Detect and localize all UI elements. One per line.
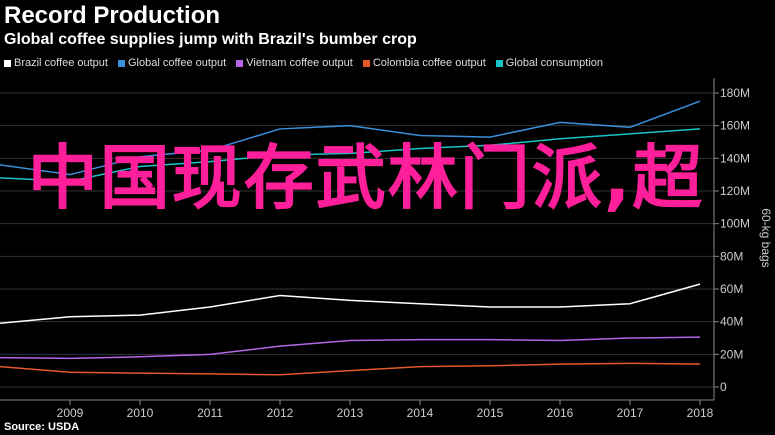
chart-title: Record Production <box>4 2 221 29</box>
legend-swatch <box>236 59 244 67</box>
legend-item: Colombia coffee output <box>362 57 486 69</box>
y-tick-label: 20M <box>720 347 743 361</box>
x-tick-label: 2017 <box>617 406 644 420</box>
series-line-global-coffee-output <box>0 100 701 176</box>
y-tick-label: 100M <box>720 217 750 231</box>
legend-label: Global coffee output <box>127 57 227 69</box>
legend-swatch <box>117 59 125 67</box>
x-tick-label: 2014 <box>407 406 434 420</box>
y-axis-label: 60-kg bags <box>759 208 773 267</box>
x-tick-label: 2012 <box>267 406 294 420</box>
y-tick-label: 80M <box>720 249 743 263</box>
y-tick-label: 160M <box>720 119 750 133</box>
legend-swatch <box>495 59 503 67</box>
x-tick-label: 2010 <box>127 406 154 420</box>
series-line-vietnam-coffee-output <box>0 336 701 360</box>
x-tick-label: 2009 <box>57 406 84 420</box>
legend-swatch <box>362 59 370 67</box>
series-line-brazil-coffee-output <box>0 283 701 325</box>
source-note: Source: USDA <box>4 421 80 433</box>
series-line-global-consumption <box>0 128 701 182</box>
y-tick-label: 140M <box>720 151 750 165</box>
x-tick-label: 2015 <box>477 406 504 420</box>
legend-label: Brazil coffee output <box>14 57 108 69</box>
chart-subtitle: Global coffee supplies jump with Brazil'… <box>4 31 417 48</box>
legend-item: Vietnam coffee output <box>236 57 353 69</box>
x-tick-label: 2018 <box>687 406 714 420</box>
legend-label: Global consumption <box>505 57 604 69</box>
legend-label: Colombia coffee output <box>372 57 486 69</box>
x-tick-label: 2011 <box>197 406 223 420</box>
x-tick-label: 2013 <box>337 406 364 420</box>
series-line-colombia-coffee-output <box>0 362 701 376</box>
overlay-watermark-text: 中国现存武林门派,超 <box>27 137 705 219</box>
legend-item: Global coffee output <box>117 57 227 69</box>
legend-swatch <box>4 59 11 67</box>
legend-label: Vietnam coffee output <box>246 57 353 69</box>
y-tick-label: 40M <box>720 315 743 329</box>
y-tick-label: 60M <box>720 282 743 296</box>
legend-item: Brazil coffee output <box>4 57 108 69</box>
y-tick-label: 180M <box>720 86 750 100</box>
chart-legend: Brazil coffee output Global coffee output… <box>4 57 603 69</box>
y-tick-label: 0 <box>720 380 727 394</box>
legend-item: Global consumption <box>495 57 604 69</box>
y-tick-label: 120M <box>720 184 750 198</box>
x-tick-label: 2016 <box>547 406 574 420</box>
